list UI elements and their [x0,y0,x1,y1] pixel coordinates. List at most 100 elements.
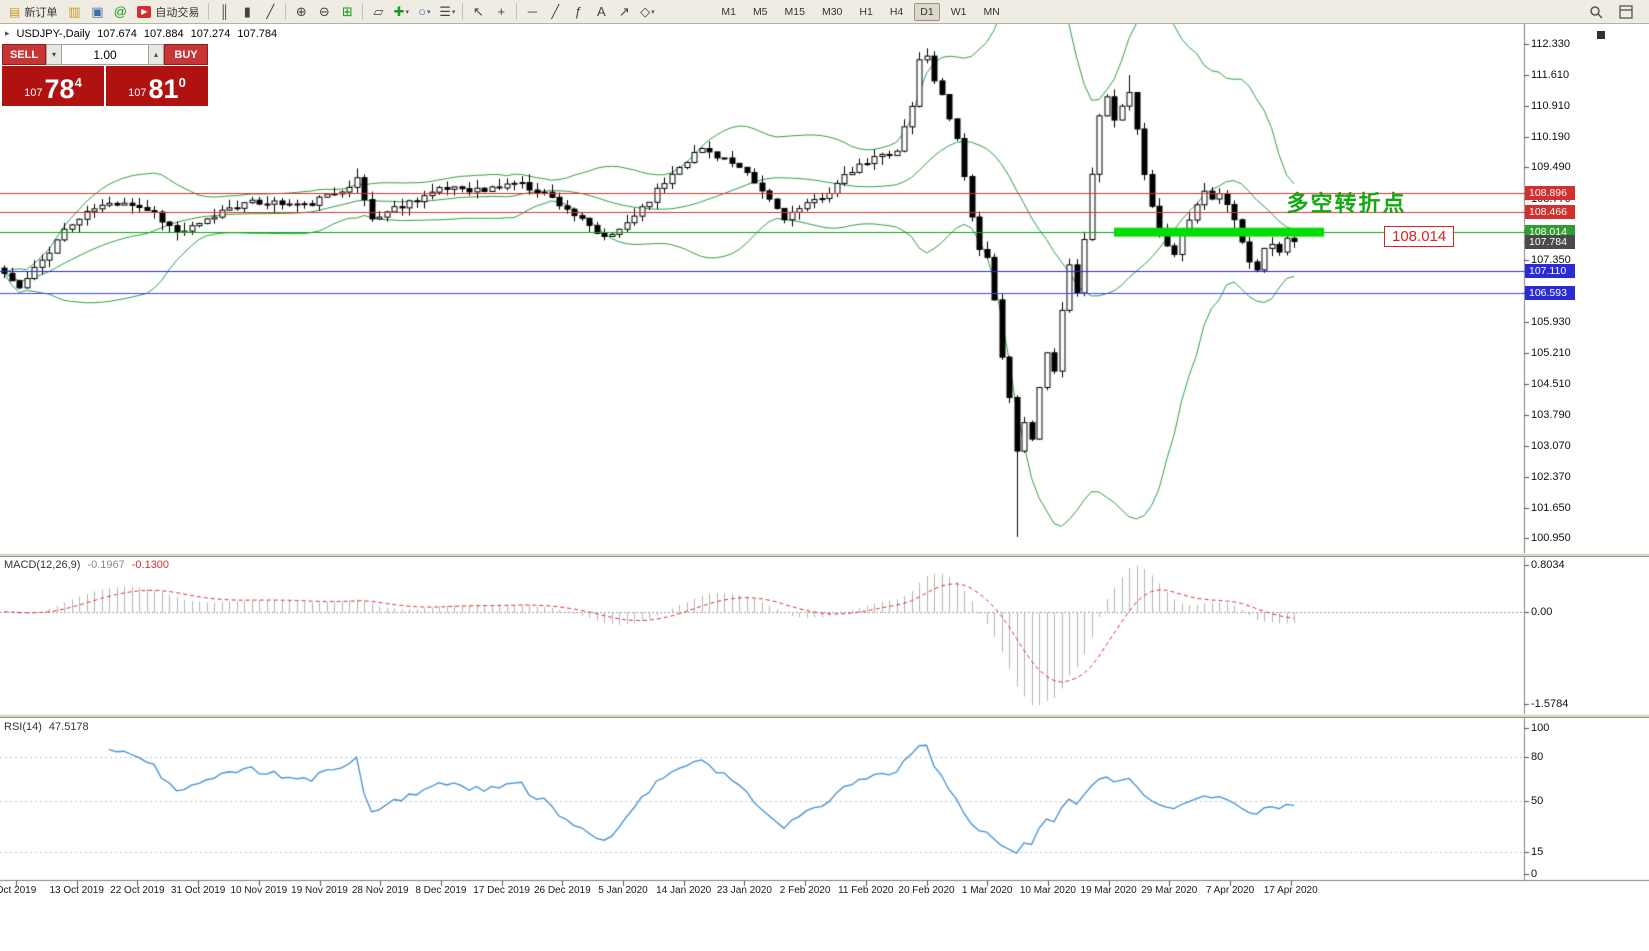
candlestick-chart-icon[interactable]: ▮ [243,3,251,19]
shapes-tool-icon[interactable]: ◇ ▾ [640,3,655,19]
zoom-in-icon[interactable]: ⊕ [295,3,307,19]
rsi-scale-tick: 15 [1531,846,1544,859]
time-axis-label: 10 Nov 2019 [230,885,288,896]
sell-big-figure: 107 [24,87,43,99]
timeframe-button-w1[interactable]: W1 [950,5,967,18]
time-axis-label: 1 Mar 2020 [961,885,1013,896]
time-axis-label: 28 Nov 2019 [351,885,409,896]
rsi-indicator-label: RSI(14) 47.5178 [4,721,89,733]
time-axis-label: 29 Mar 2020 [1141,885,1198,896]
price-tag-108.466: 108.466 [1525,204,1575,219]
time-axis-label: Oct 2019 [0,885,37,896]
macd-scale-tick: 0.8034 [1531,559,1565,572]
terminal-icon[interactable]: ▥ [68,3,81,19]
buy-big-figure: 107 [128,87,147,99]
rsi-name: RSI(14) [4,721,42,733]
horizontal-line-tool-icon[interactable]: ─ [527,4,537,19]
autotrading-button[interactable]: ▶ 自动交易 [132,2,204,22]
chevron-down-icon: ▾ [651,8,655,16]
pane-splitter[interactable] [0,714,1649,718]
cursor-icon[interactable]: ↖ [472,3,484,19]
symbol-name: USDJPY-,Daily [16,28,91,40]
timeframe-button-m30[interactable]: M30 [821,5,843,18]
one-click-trading-panel: SELL ▾ ▴ BUY 107 78 4 107 81 0 [2,44,208,106]
volume-increase-button[interactable]: ▴ [148,44,164,65]
rsi-scale-tick: 50 [1531,795,1544,807]
sell-price-display[interactable]: 107 78 4 [2,66,104,106]
price-scale-tick: 105.210 [1531,347,1571,360]
time-axis-label: 14 Jan 2020 [656,885,712,896]
time-axis-label: 19 Nov 2019 [291,885,348,896]
time-axis-label: 31 Oct 2019 [170,885,226,896]
time-axis-label: 22 Oct 2019 [110,885,165,896]
price-scale-tick: 110.190 [1531,131,1570,144]
toolbar: ▤ 新订单 ▥ ▣ @ ▶ 自动交易 ║ ▮ ╱ ⊕ ⊖ ⊞ ▱ ✚ ▾ ○ ▾ ☰… [0,0,1649,24]
buy-pip-fraction: 0 [178,75,186,90]
crosshair-icon[interactable]: + [497,4,506,19]
tile-windows-icon[interactable]: ⊞ [341,3,353,19]
time-axis-label: 19 Mar 2020 [1080,885,1137,896]
line-chart-icon[interactable]: ╱ [266,3,275,19]
macd-scale-tick: 0.00 [1531,605,1553,618]
panels-icon[interactable] [1615,2,1637,22]
chevron-down-icon: ▾ [405,8,410,16]
chart-text-annotation[interactable]: 多空转折点 [1286,190,1407,216]
price-scale-tick: 110.910 [1531,99,1570,112]
triangle-marker-icon: ▸ [5,28,10,38]
timeframe-button-h4[interactable]: H4 [889,5,904,18]
timeframe-button-d1[interactable]: D1 [914,2,940,21]
volume-input[interactable] [62,44,148,65]
timeframe-button-h1[interactable]: H1 [859,5,873,18]
bar-chart-icon[interactable]: ║ [219,4,229,19]
new-chart-icon[interactable]: ✚ ▾ [393,3,410,19]
time-axis-label: 7 Apr 2020 [1205,885,1255,896]
pane-splitter[interactable] [0,553,1649,557]
timeframe-button-m15[interactable]: M15 [784,5,805,18]
fibonacci-tool-icon[interactable]: ƒ [574,4,582,19]
ohlc-open: 107.674 [97,28,137,40]
timeframe-button-m1[interactable]: M1 [721,5,736,18]
price-tag-107.110: 107.110 [1525,263,1575,278]
volume-decrease-button[interactable]: ▾ [46,44,62,65]
trade-panel-controls: SELL ▾ ▴ BUY [2,44,208,65]
buy-price-display[interactable]: 107 81 0 [106,66,208,106]
chevron-down-icon: ▾ [427,8,431,16]
time-axis-label: 13 Oct 2019 [49,885,104,896]
trade-panel-prices: 107 78 4 107 81 0 [2,66,208,106]
chart-canvas[interactable] [0,24,1649,951]
arrow-tool-icon[interactable]: ↗ [618,3,630,19]
profiles-icon[interactable]: ○ ▾ [418,4,431,19]
price-scale-tick: 103.790 [1531,408,1571,421]
search-icon[interactable] [1585,2,1607,22]
timeframe-button-m5[interactable]: M5 [752,5,768,18]
sell-pip-fraction: 4 [74,75,82,90]
timeframe-toolbar: M1 M5 M15 M30 H1 H4 D1 W1 MN [715,2,1005,21]
price-scale-tick: 111.610 [1531,69,1570,82]
macd-name: MACD(12,26,9) [4,559,81,571]
cascade-windows-icon[interactable]: ▱ [373,3,384,19]
buy-button[interactable]: BUY [164,44,208,65]
time-axis-label: 26 Dec 2019 [533,885,591,896]
price-scale-tick: 105.930 [1531,316,1571,328]
price-callout-label[interactable]: 108.014 [1384,225,1455,247]
price-scale-tick: 112.330 [1531,38,1570,51]
price-scale-tick: 109.490 [1531,161,1571,174]
timeframe-button-mn[interactable]: MN [983,5,1000,18]
market-watch-icon[interactable]: ▣ [91,3,104,19]
ohlc-high: 107.884 [143,28,184,40]
chart-shift-marker [1597,31,1605,39]
chart-properties-icon[interactable]: ☰ ▾ [439,3,456,19]
rsi-scale-tick: 100 [1531,722,1550,734]
community-icon[interactable]: @ [113,4,127,19]
toolbar-separator [462,3,464,20]
time-axis-label: 2 Feb 2020 [779,885,831,896]
time-axis-label: 17 Apr 2020 [1263,885,1318,896]
rsi-scale-tick: 80 [1531,751,1544,764]
text-tool-icon[interactable]: A [597,4,606,19]
zoom-out-icon[interactable]: ⊖ [318,3,330,19]
new-order-button[interactable]: ▤ 新订单 [4,2,62,22]
trendline-tool-icon[interactable]: ╱ [551,3,560,19]
buy-pips: 81 [148,74,179,104]
sell-button[interactable]: SELL [2,44,46,65]
